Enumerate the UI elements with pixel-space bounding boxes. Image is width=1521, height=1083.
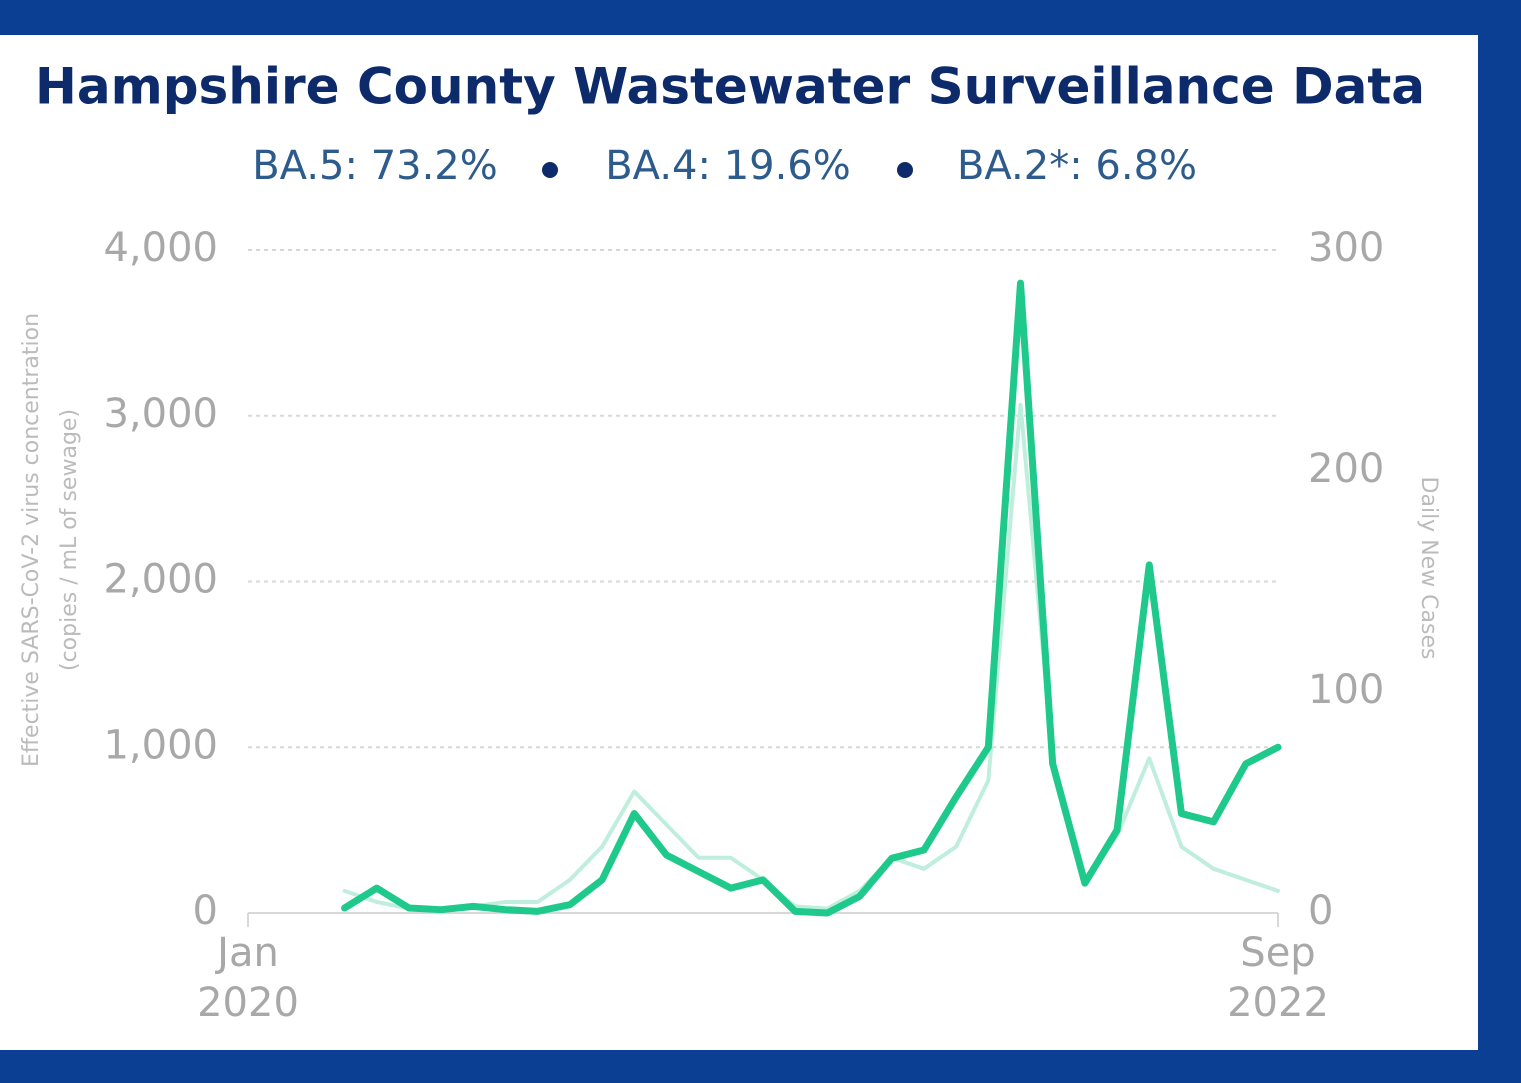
y-tick-label: 2,000 [103, 557, 218, 603]
y2-tick-label: 0 [1308, 888, 1333, 934]
y2-tick-label: 100 [1308, 667, 1384, 713]
separator [542, 162, 558, 178]
x-tick-label: Sep [1240, 930, 1315, 976]
x-tick-label: 2020 [197, 980, 299, 1026]
panel [0, 35, 1478, 1050]
x-tick-label: 2022 [1227, 980, 1329, 1026]
y2-tick-label: 300 [1308, 225, 1384, 271]
subtitle: BA.4: 19.6% [605, 143, 851, 189]
separator [897, 162, 913, 178]
chart-title: Hampshire County Wastewater Surveillance… [35, 58, 1425, 116]
y-tick-label: 0 [193, 888, 218, 934]
y-tick-label: 4,000 [103, 225, 218, 271]
subtitle: BA.5: 73.2% [252, 143, 498, 189]
y-tick-label: 1,000 [103, 722, 218, 768]
subtitle: BA.2*: 6.8% [957, 143, 1197, 189]
series-line [342, 402, 1280, 911]
y-tick-label: 3,000 [103, 391, 218, 437]
y2-axis-label: Daily New Cases [1416, 477, 1441, 660]
y-axis-label: Effective SARS-CoV-2 virus concentration [19, 313, 44, 767]
series-line [341, 279, 1282, 917]
y2-tick-label: 200 [1308, 446, 1384, 492]
x-tick-label: Jan [214, 930, 279, 976]
y-axis-label: (copies / mL of sewage) [57, 409, 82, 671]
